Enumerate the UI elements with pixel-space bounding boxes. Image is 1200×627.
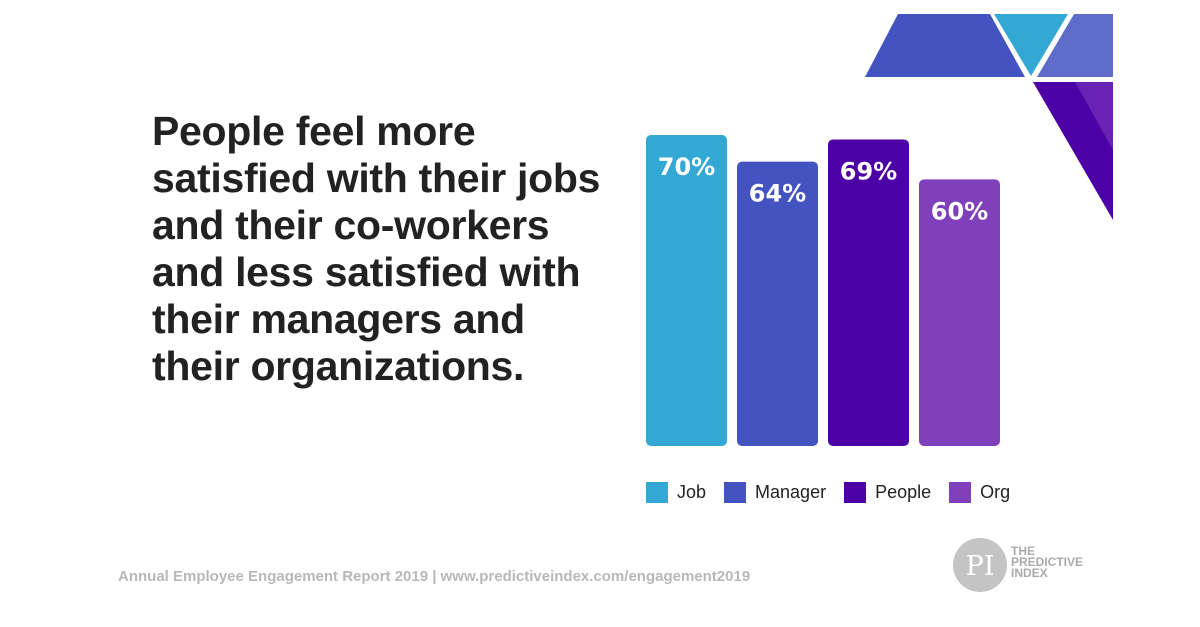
deco-triangle-blue [1037,14,1113,77]
data-label: 69% [840,157,897,185]
predictive-index-logo: PI [953,538,1007,592]
legend-label: Manager [755,482,827,502]
legend-swatch [844,482,867,503]
legend-label: People [875,482,932,502]
bar-manager [737,161,818,446]
legend-item: Org [949,482,1010,503]
legend: Job Manager People Org [646,482,1028,503]
logo-wordmark: THE PREDICTIVE INDEX [1011,544,1084,580]
deco-triangle-purple [1033,82,1113,220]
bar-people [828,139,909,446]
legend-label: Job [677,482,707,502]
logo-line: PREDICTIVE [1011,555,1084,569]
svg-text:PI: PI [966,551,995,582]
deco-triangle-cyan [994,14,1068,76]
legend-item: Job [646,482,706,503]
data-label: 64% [749,180,806,208]
legend-label: Org [980,482,1011,502]
logo-line: THE [1011,544,1035,558]
legend-item: People [844,482,931,503]
legend-swatch [646,482,668,503]
deco-triangle-purple-light [1075,82,1113,150]
legend-swatch [724,482,747,503]
footer-source: Annual Employee Engagement Report 2019 |… [118,568,751,585]
legend-item: Manager [724,482,826,503]
headline: People feel more satisfied with their jo… [152,108,601,389]
legend-swatch [949,482,972,503]
data-label: 70% [658,153,715,181]
bar-org [919,179,1000,446]
bar-job [646,135,727,446]
data-label: 60% [931,197,988,225]
decorative-triangles [865,14,1113,220]
deco-trapezoid [865,14,1025,77]
logo-line: INDEX [1011,566,1048,580]
